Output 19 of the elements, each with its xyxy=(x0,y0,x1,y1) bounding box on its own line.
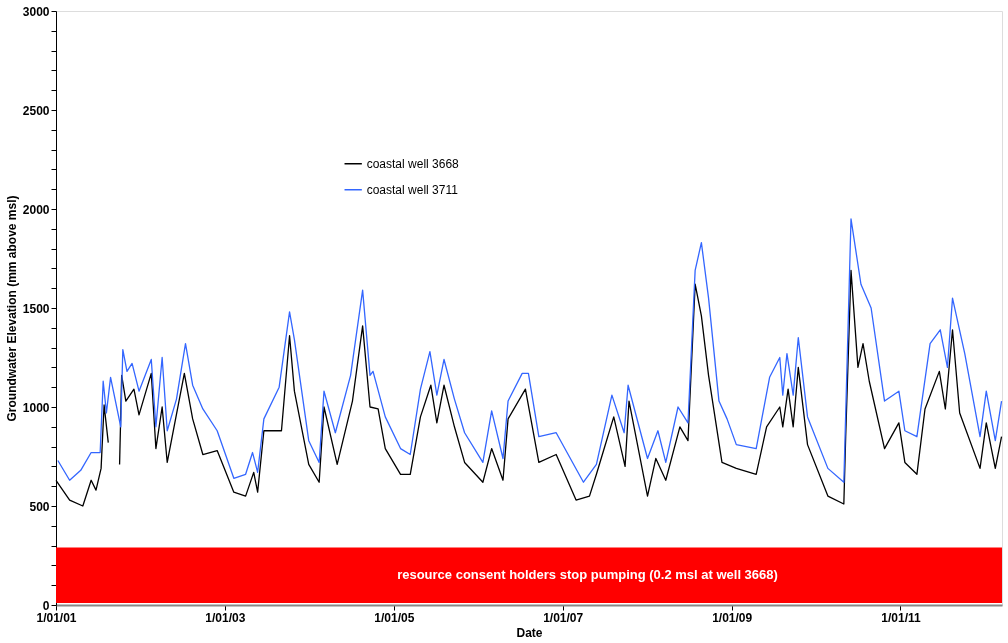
x-tick-label: 1/01/01 xyxy=(36,610,77,625)
x-tick-label: 1/01/09 xyxy=(712,610,753,625)
y-tick-label: 500 xyxy=(29,499,50,514)
x-tick-label: 1/01/05 xyxy=(374,610,415,625)
y-tick-label: 2500 xyxy=(22,103,50,118)
line-series xyxy=(57,218,1003,483)
y-tick-label: 2000 xyxy=(22,202,50,217)
legend-label: coastal well 3711 xyxy=(366,182,459,197)
x-tick-label: 1/01/11 xyxy=(881,610,921,625)
y-tick-label: 0 xyxy=(42,598,50,613)
x-tick-label: 1/01/07 xyxy=(543,610,584,625)
legend-label: coastal well 3668 xyxy=(366,156,460,171)
y-tick-label: 3000 xyxy=(22,4,50,19)
x-axis-title: Date xyxy=(516,625,543,640)
x-tick-label: 1/01/03 xyxy=(205,610,246,625)
y-tick-label: 1500 xyxy=(22,301,50,316)
y-axis-title: Groundwater Elevation (mm above msl) xyxy=(4,195,19,422)
y-tick-label: 1000 xyxy=(22,400,50,415)
band-label: resource consent holders stop pumping (0.2 msl at well 3668) xyxy=(397,567,778,583)
